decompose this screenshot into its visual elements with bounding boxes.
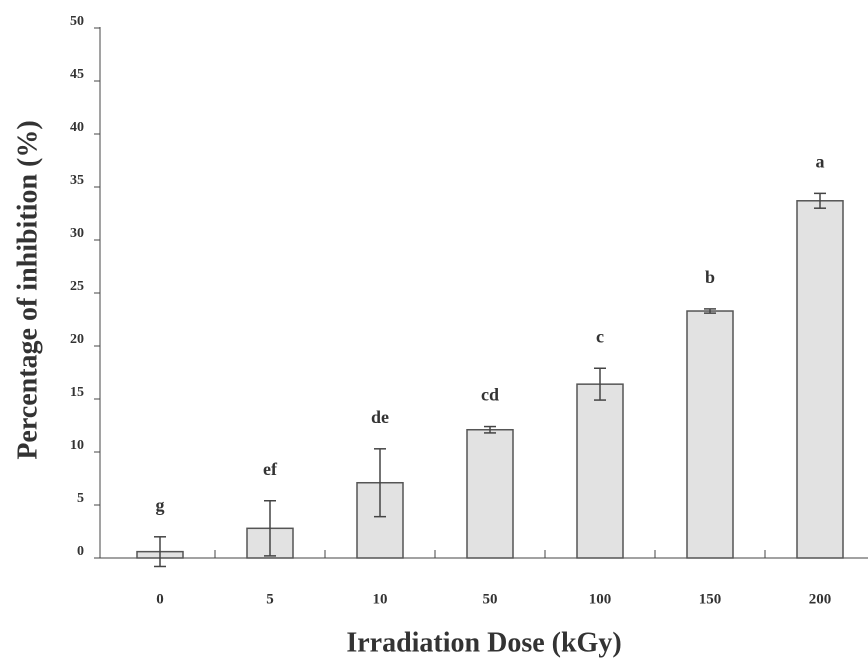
- significance-letter: c: [596, 326, 604, 346]
- chart: Irradiation Dose (kGy) Percentage of inh…: [0, 0, 868, 666]
- x-tick-label: 100: [589, 591, 612, 607]
- y-tick-label: 30: [70, 226, 84, 241]
- bar: [467, 430, 513, 558]
- y-axis-title: Percentage of inhibition (%): [12, 120, 43, 459]
- y-tick-label: 5: [77, 491, 84, 506]
- bar: [797, 201, 843, 558]
- y-tick-label: 45: [70, 67, 84, 82]
- x-tick-label: 0: [156, 591, 164, 607]
- bar: [577, 384, 623, 558]
- y-tick-label: 0: [77, 544, 84, 559]
- x-tick-label: 200: [809, 591, 832, 607]
- x-tick-label: 10: [373, 591, 388, 607]
- significance-letter: a: [816, 151, 825, 171]
- x-tick-label: 150: [699, 591, 722, 607]
- significance-letter: b: [705, 267, 715, 287]
- y-tick-label: 40: [70, 120, 84, 135]
- x-tick-label: 5: [266, 591, 274, 607]
- y-tick-label: 10: [70, 438, 84, 453]
- significance-letter: ef: [263, 459, 278, 479]
- y-tick-label: 35: [70, 173, 84, 188]
- bar: [687, 311, 733, 558]
- y-tick-label: 20: [70, 332, 84, 347]
- significance-letter: cd: [481, 385, 499, 405]
- x-axis-title: Irradiation Dose (kGy): [346, 627, 621, 658]
- x-tick-label: 50: [483, 591, 498, 607]
- y-tick-label: 50: [70, 14, 84, 29]
- significance-letter: de: [371, 407, 389, 427]
- significance-letter: g: [156, 495, 165, 515]
- y-tick-label: 25: [70, 279, 84, 294]
- y-tick-label: 15: [70, 385, 84, 400]
